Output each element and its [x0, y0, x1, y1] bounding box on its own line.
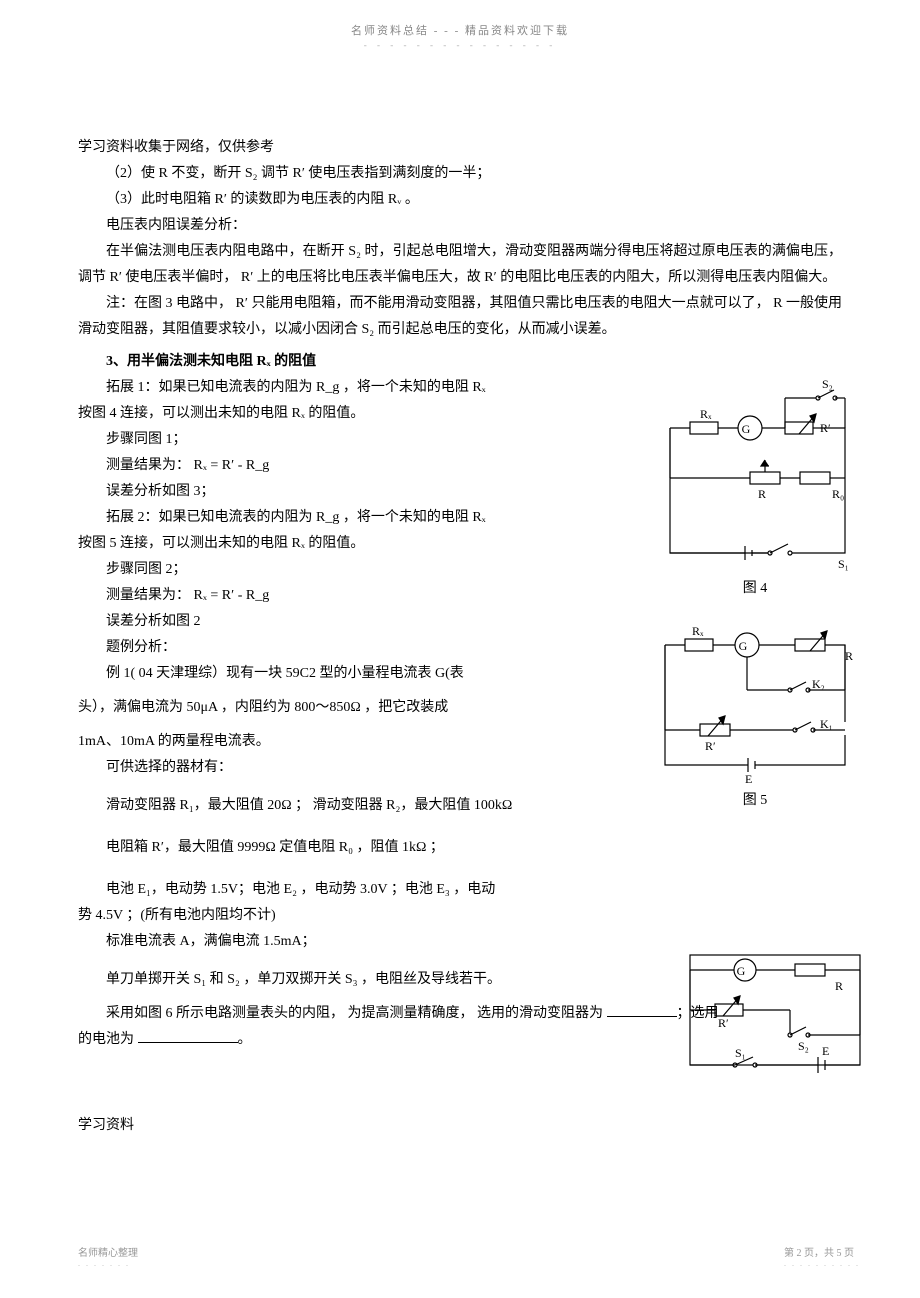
para-materials: 可供选择的器材有：	[78, 755, 638, 781]
fig6-g-label: G	[737, 964, 746, 978]
para-example-title: 题例分析：	[78, 635, 638, 661]
para-err-body: 在半偏法测电压表内阻电路中，在断开 S₂ 时，引起总电阻增大，滑动变阻器两端分得…	[78, 239, 842, 291]
fig6-r-label: R	[835, 979, 843, 993]
footer-right: 第 2 页，共 5 页 . . . . . . . . . .	[784, 1244, 860, 1268]
fig5-g-label: G	[739, 639, 748, 653]
para-result1: 测量结果为： Rₓ = R′ - R_g	[78, 453, 638, 479]
q-text-c: 的电池为	[78, 1032, 138, 1047]
fig5-r-label: R	[845, 649, 853, 663]
fig6-s1-label: S₁	[735, 1046, 746, 1060]
fig4-s2-label: S₂	[822, 378, 833, 391]
footer-left: 名师精心整理 . . . . . . .	[78, 1244, 138, 1268]
figure-4-svg: Rₓ G R′ S₂ R R₀ S₁	[650, 378, 860, 573]
header-dots: - - - - - - - - - - - - - - -	[0, 40, 920, 50]
para-err2: 误差分析如图 2	[78, 609, 638, 635]
fig4-s1-label: S₁	[838, 557, 849, 571]
figure-5: Rₓ G R K₂ R′ K₁ E 图 5	[650, 610, 860, 809]
page-header: 名师资料总结 - - - 精品资料欢迎下载 - - - - - - - - - …	[0, 0, 920, 50]
bottom-note: 学习资料	[78, 1113, 842, 1139]
figure-4-caption: 图 4	[650, 577, 860, 597]
blank-1	[607, 1003, 677, 1017]
para-ext2b: 按图 5 连接，可以测出未知的电阻 Rₓ 的阻值。	[78, 531, 638, 557]
fig5-k1-label: K₁	[820, 717, 833, 731]
para-2: （2）使 R 不变，断开 S₂ 调节 R′ 使电压表指到满刻度的一半；	[78, 161, 842, 187]
para-step1: 步骤同图 1；	[78, 427, 638, 453]
para-ext1b: 按图 4 连接，可以测出未知的电阻 Rₓ 的阻值。	[78, 401, 638, 427]
footer-left-dots: . . . . . . .	[78, 1259, 138, 1268]
para-switches: 单刀单掷开关 S₁ 和 S₂ ，单刀双掷开关 S₃ ，电阻丝及导线若干。	[78, 967, 638, 993]
para-note: 注：在图 3 电路中， R′ 只能用电阻箱，而不能用滑动变阻器，其阻值只需比电压…	[78, 291, 842, 343]
fig4-r1-label: R′	[820, 421, 831, 435]
figure-4: Rₓ G R′ S₂ R R₀ S₁ 图 4	[650, 378, 860, 597]
para-ammeter: 标准电流表 A，满偏电流 1.5mA；	[78, 929, 638, 955]
q-text-d: 。	[238, 1032, 252, 1047]
fig6-r1-label: R′	[718, 1016, 729, 1030]
footer-left-text: 名师精心整理	[78, 1244, 138, 1259]
para-err1: 误差分析如图 3；	[78, 479, 638, 505]
para-ext2a: 拓展 2：如果已知电流表的内阻为 R_g ，将一个未知的电阻 Rₓ	[78, 505, 638, 531]
fig4-r0-label: R₀	[832, 487, 844, 501]
para-3: （3）此时电阻箱 R′ 的读数即为电压表的内阻 Rᵥ 。	[78, 187, 842, 213]
figure-5-svg: Rₓ G R K₂ R′ K₁ E	[650, 610, 860, 785]
para-step2: 步骤同图 2；	[78, 557, 638, 583]
para-err-title: 电压表内阻误差分析：	[78, 213, 842, 239]
fig4-r-label: R	[758, 487, 766, 501]
section-3-title: 3、用半偏法测未知电阻 Rₓ 的阻值	[78, 349, 638, 375]
figure-6: G R R′ S₂ S₁ E	[680, 945, 870, 1075]
para-ext1a: 拓展 1：如果已知电流表的内阻为 R_g ，将一个未知的电阻 Rₓ	[78, 375, 638, 401]
q-text-a: 采用如图 6 所示电路测量表头的内阻， 为提高测量精确度， 选用的滑动变阻器为	[106, 1006, 607, 1021]
fig6-e-label: E	[822, 1044, 829, 1058]
footer-right-text: 第 2 页，共 5 页	[784, 1244, 860, 1259]
para-rbox: 电阻箱 R′，最大阻值 9999Ω 定值电阻 R₀ ，阻值 1kΩ ；	[78, 835, 842, 861]
fig4-g-label: G	[742, 422, 751, 436]
para-result2: 测量结果为： Rₓ = R′ - R_g	[78, 583, 638, 609]
fig6-s2-label: S₂	[798, 1039, 809, 1053]
fig5-r1-label: R′	[705, 739, 716, 753]
para-battery-b: 势 4.5V ；(所有电池内阻均不计)	[78, 903, 638, 929]
header-text: 名师资料总结 - - - 精品资料欢迎下载	[0, 22, 920, 38]
figure-5-caption: 图 5	[650, 789, 860, 809]
top-note: 学习资料收集于网络，仅供参考	[78, 135, 842, 161]
fig4-rx-label: Rₓ	[700, 407, 712, 421]
para-ex1a: 例 1( 04 天津理综）现有一块 59C2 型的小量程电流表 G(表	[78, 661, 638, 687]
para-battery-a: 电池 E₁，电动势 1.5V；电池 E₂ ，电动势 3.0V ；电池 E₃ ，电…	[78, 877, 638, 903]
para-ex1c: 1mA、10mA 的两量程电流表。	[78, 729, 638, 755]
para-ex1b: 头），满偏电流为 50μA ，内阻约为 800～850Ω ，把它改装成	[78, 695, 638, 721]
blank-2	[138, 1029, 238, 1043]
figure-6-svg: G R R′ S₂ S₁ E	[680, 945, 870, 1075]
fig5-k2-label: K₂	[812, 677, 825, 691]
fig5-e-label: E	[745, 772, 752, 785]
fig5-rx-label: Rₓ	[692, 624, 704, 638]
footer-right-dots: . . . . . . . . . .	[784, 1259, 860, 1268]
